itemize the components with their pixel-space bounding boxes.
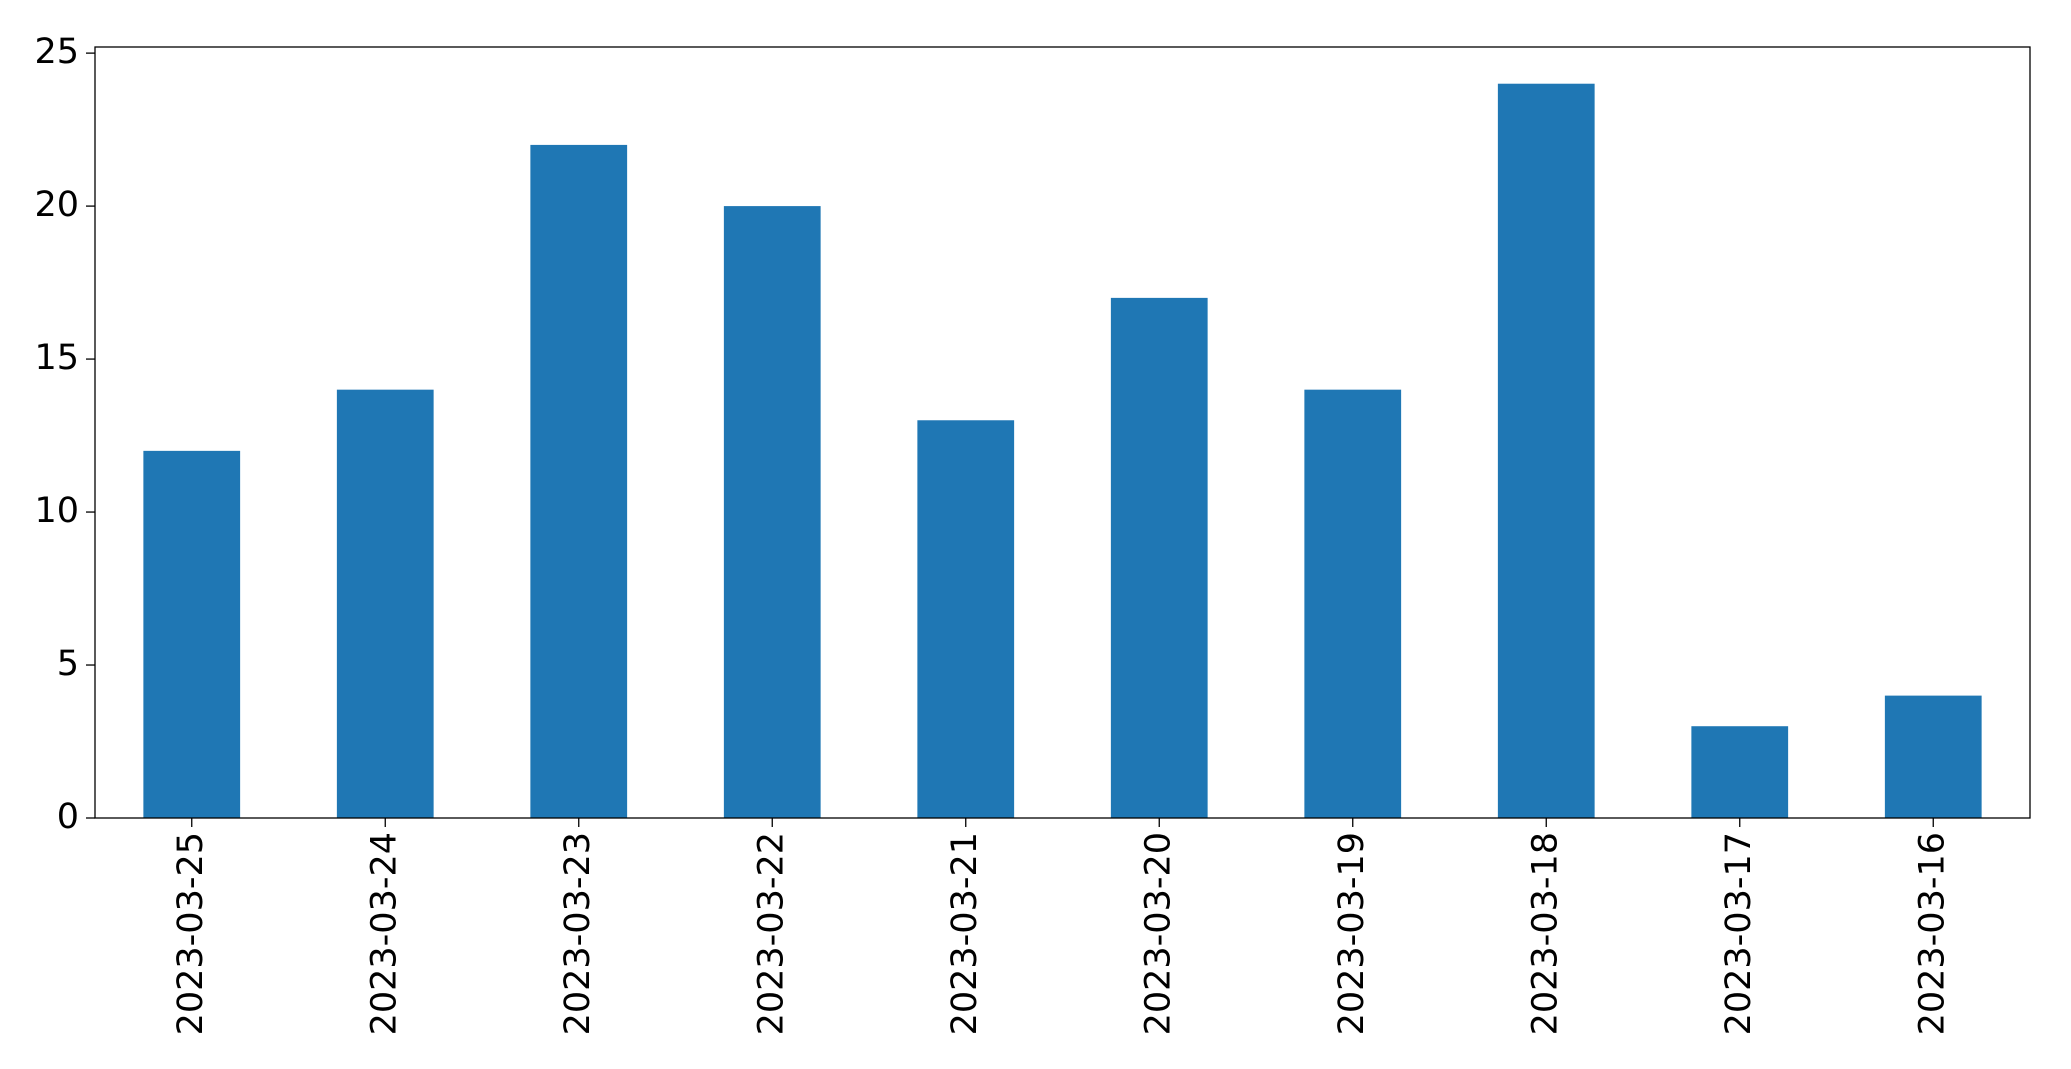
- bar: [143, 450, 241, 818]
- x-tick-label: 2023-03-19: [1332, 832, 1372, 1035]
- x-tick-label: 2023-03-25: [171, 832, 211, 1035]
- x-tick-label: 2023-03-22: [751, 832, 791, 1035]
- bar: [336, 389, 434, 818]
- x-tick-label: 2023-03-23: [558, 832, 598, 1035]
- y-tick-label: 0: [57, 797, 79, 837]
- y-tick-label: 25: [34, 32, 79, 72]
- y-tick-label: 5: [57, 644, 79, 684]
- x-tick-label: 2023-03-21: [945, 832, 985, 1035]
- y-tick-label: 10: [34, 491, 79, 531]
- bar: [917, 420, 1015, 818]
- x-tick-label: 2023-03-17: [1719, 832, 1759, 1035]
- bar: [1304, 389, 1402, 818]
- y-tick-label: 20: [34, 185, 79, 225]
- plot-frame: [94, 46, 2031, 819]
- x-tick-label: 2023-03-24: [364, 832, 404, 1035]
- x-tick-label: 2023-03-20: [1138, 832, 1178, 1035]
- bar: [723, 206, 821, 819]
- x-tick-label: 2023-03-18: [1525, 832, 1565, 1035]
- bar: [530, 144, 628, 818]
- y-tick-label: 15: [34, 338, 79, 378]
- bar: [1497, 83, 1595, 818]
- bar: [1884, 695, 1982, 818]
- x-tick-label: 2023-03-16: [1912, 832, 1952, 1035]
- bar: [1110, 297, 1208, 818]
- bar: [1691, 726, 1789, 818]
